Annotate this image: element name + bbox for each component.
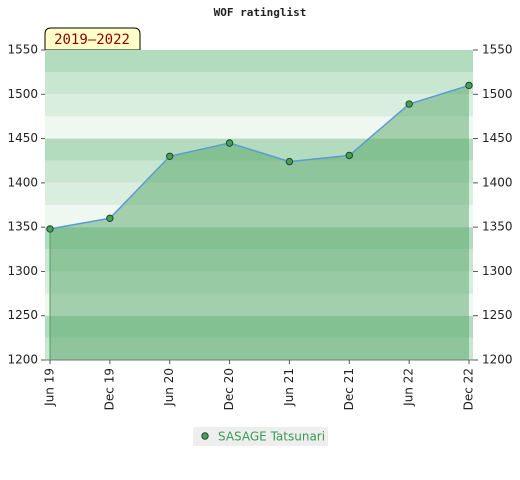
y2-tick-label: 1400: [482, 175, 513, 189]
x-tick-label: Dec 19: [102, 368, 116, 410]
y2-tick-label: 1550: [482, 43, 513, 57]
y2-tick-label: 1200: [482, 353, 513, 367]
marker: [225, 139, 234, 147]
marker: [465, 81, 473, 90]
y-tick-label: 1450: [7, 131, 38, 145]
band: [45, 94, 473, 117]
y-tick-label: 1500: [7, 87, 38, 101]
y-tick-label: 1300: [7, 264, 38, 278]
y2-tick-label: 1350: [482, 220, 513, 234]
band: [45, 50, 473, 73]
band: [45, 337, 473, 360]
annotation: 2019–2022: [54, 32, 130, 48]
legend-label: SASAGE Tatsunari: [218, 430, 325, 444]
marker: [345, 151, 353, 160]
marker: [46, 225, 54, 233]
band: [45, 227, 473, 250]
band: [45, 249, 473, 272]
x-tick-label: Dec 22: [462, 368, 476, 410]
y2-tick-label: 1450: [482, 131, 513, 145]
marker: [106, 214, 114, 222]
marker: [285, 157, 294, 166]
band: [45, 271, 473, 294]
line: [49, 84, 470, 230]
legend-marker: [201, 432, 209, 440]
y2-tick-label: 1500: [482, 87, 513, 101]
x-tick-label: Jun 20: [162, 368, 176, 407]
x-tick-label: Dec 21: [342, 368, 356, 410]
x-tick-label: Jun 21: [282, 368, 296, 407]
x-tick-label: Jun 22: [402, 368, 416, 407]
y-tick-label: 1400: [7, 175, 38, 189]
band: [45, 205, 473, 228]
band: [45, 293, 473, 316]
band: [45, 182, 473, 205]
chart-title: WOF ratinglist: [214, 6, 307, 19]
y2-tick-label: 1250: [482, 308, 513, 322]
y-tick-label: 1250: [7, 308, 38, 322]
band: [45, 315, 473, 338]
marker: [166, 152, 174, 160]
band: [45, 116, 473, 139]
annotation-box: [44, 27, 141, 51]
y-tick-label: 1550: [7, 43, 38, 57]
x-tick-label: Dec 20: [222, 368, 236, 410]
marker: [405, 100, 413, 108]
x-tick-label: Jun 19: [43, 368, 57, 407]
area: [50, 85, 469, 360]
y2-tick-label: 1300: [482, 264, 513, 278]
band: [45, 138, 473, 161]
band: [45, 72, 473, 95]
y-tick-label: 1200: [7, 353, 38, 367]
band: [45, 160, 473, 183]
y-tick-label: 1350: [7, 220, 38, 234]
legend-box: [193, 427, 328, 446]
